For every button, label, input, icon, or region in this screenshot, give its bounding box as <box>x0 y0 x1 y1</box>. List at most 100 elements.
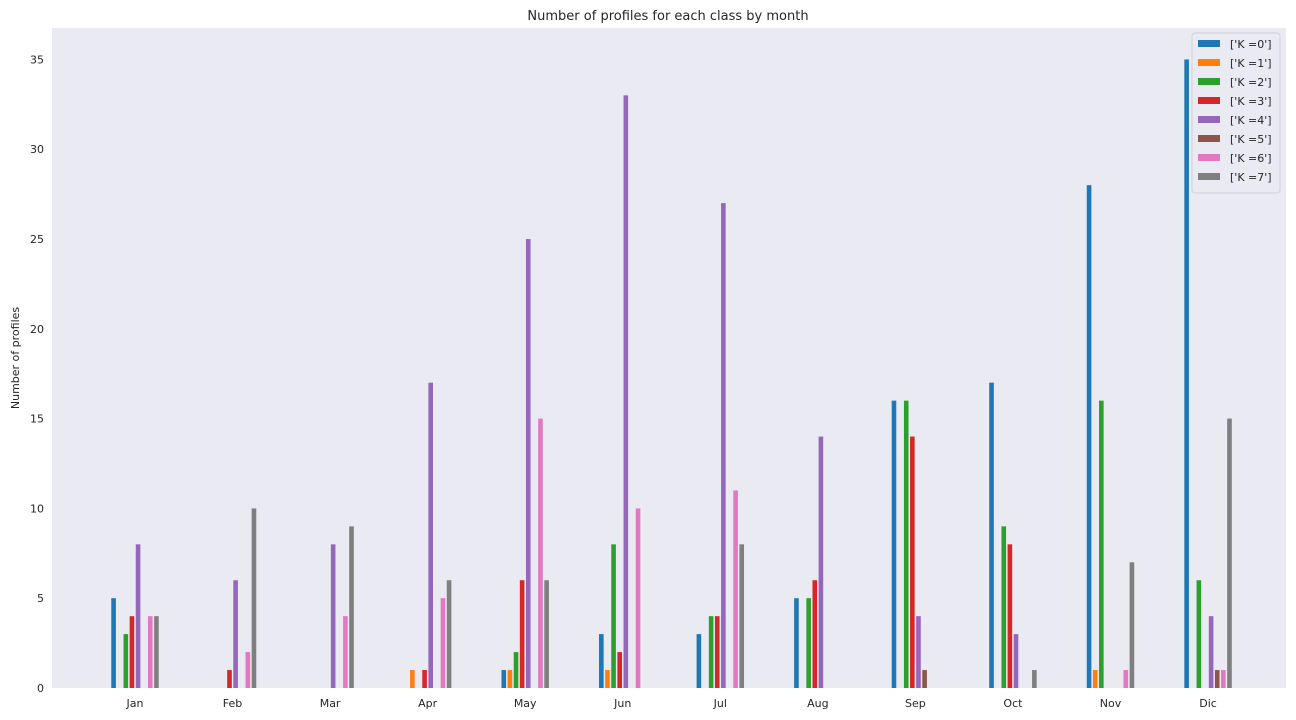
legend-frame <box>1191 32 1281 194</box>
bar <box>1013 634 1019 688</box>
x-tick-label: Apr <box>418 697 438 710</box>
legend-swatch <box>1198 97 1220 104</box>
legend-swatch <box>1198 135 1220 142</box>
bar <box>1092 670 1098 688</box>
bar <box>812 580 818 688</box>
bar <box>410 670 415 688</box>
x-axis: Jan Feb Mar Apr May Jun Jul Aug Sep Oct Nov Dic <box>126 697 1217 710</box>
bar <box>135 544 141 688</box>
x-tick-label: Jul <box>713 697 727 710</box>
legend-label: ['K =3'] <box>1230 95 1272 108</box>
x-tick-label: Aug <box>807 697 828 710</box>
y-tick-label: 20 <box>30 323 44 336</box>
bar <box>806 598 811 688</box>
bar <box>708 616 714 688</box>
bar <box>714 616 720 688</box>
bar <box>349 526 354 688</box>
x-tick-label: Nov <box>1100 697 1122 710</box>
bar <box>111 598 116 688</box>
bar <box>1123 670 1129 688</box>
bar <box>1032 670 1037 688</box>
bar <box>903 400 909 688</box>
bar <box>818 436 824 688</box>
bar <box>794 598 799 688</box>
bar <box>422 670 427 688</box>
x-tick-label: Mar <box>320 697 341 710</box>
bar <box>519 580 525 688</box>
bar <box>440 598 446 688</box>
legend-label: ['K =6'] <box>1230 152 1272 165</box>
legend-swatch <box>1198 173 1220 180</box>
y-tick-label: 5 <box>37 592 44 605</box>
bars-layer <box>111 59 1232 689</box>
legend-swatch <box>1198 40 1220 47</box>
legend-swatch <box>1198 154 1220 161</box>
y-tick-label: 0 <box>37 682 44 695</box>
bar <box>513 652 519 688</box>
bar <box>1007 544 1013 688</box>
bar <box>446 580 452 688</box>
bar <box>635 508 641 688</box>
x-tick-label: Dic <box>1199 697 1217 710</box>
legend: ['K =0'] ['K =1'] ['K =2'] ['K =3'] ['K =4']… <box>1191 32 1281 194</box>
bar <box>916 616 921 688</box>
bar <box>1086 185 1092 688</box>
bar <box>910 436 915 688</box>
bar <box>611 544 616 688</box>
bar <box>599 634 604 688</box>
legend-label: ['K =2'] <box>1230 76 1272 89</box>
bar <box>1221 670 1226 688</box>
bar <box>538 418 543 688</box>
bar <box>891 400 897 688</box>
x-tick-label: Sep <box>905 697 926 710</box>
legend-label: ['K =5'] <box>1230 133 1272 146</box>
bar <box>605 670 610 688</box>
plot-area <box>52 28 1286 688</box>
bar <box>1184 59 1189 689</box>
legend-swatch <box>1198 59 1220 66</box>
bar <box>154 616 159 688</box>
bar <box>428 382 434 688</box>
bar <box>525 239 531 688</box>
y-tick-label: 35 <box>30 53 44 66</box>
y-tick-label: 15 <box>30 413 44 426</box>
chart-title: Number of profiles for each class by mon… <box>527 9 808 24</box>
bar <box>148 616 153 688</box>
legend-label: ['K =4'] <box>1230 114 1272 127</box>
bar <box>227 670 232 688</box>
bar <box>989 382 994 688</box>
bar <box>922 670 927 688</box>
legend-label: ['K =7'] <box>1230 171 1272 184</box>
bar <box>617 652 622 688</box>
bar <box>233 580 238 688</box>
bar <box>1129 562 1135 688</box>
y-axis-label: Number of profiles <box>9 307 22 410</box>
legend-swatch <box>1198 78 1220 85</box>
x-tick-label: Jun <box>613 697 631 710</box>
x-tick-label: May <box>514 697 537 710</box>
bar <box>739 544 745 688</box>
bar <box>696 634 702 688</box>
legend-swatch <box>1198 116 1220 123</box>
bar <box>1208 616 1214 688</box>
bar <box>1227 418 1232 688</box>
bar <box>1196 580 1202 688</box>
x-tick-label: Jan <box>126 697 144 710</box>
bar <box>245 652 251 688</box>
bar <box>343 616 348 688</box>
x-tick-label: Oct <box>1003 697 1023 710</box>
legend-label: ['K =0'] <box>1230 38 1272 51</box>
bar <box>623 95 629 689</box>
x-tick-label: Feb <box>223 697 242 710</box>
bar <box>1214 670 1220 688</box>
bar <box>129 616 135 688</box>
bar <box>330 544 336 688</box>
bar <box>251 508 257 688</box>
bar <box>123 634 129 688</box>
y-tick-label: 10 <box>30 502 44 515</box>
bar <box>501 670 507 688</box>
bar <box>1099 400 1104 688</box>
y-tick-label: 25 <box>30 233 44 246</box>
bar <box>507 670 513 688</box>
